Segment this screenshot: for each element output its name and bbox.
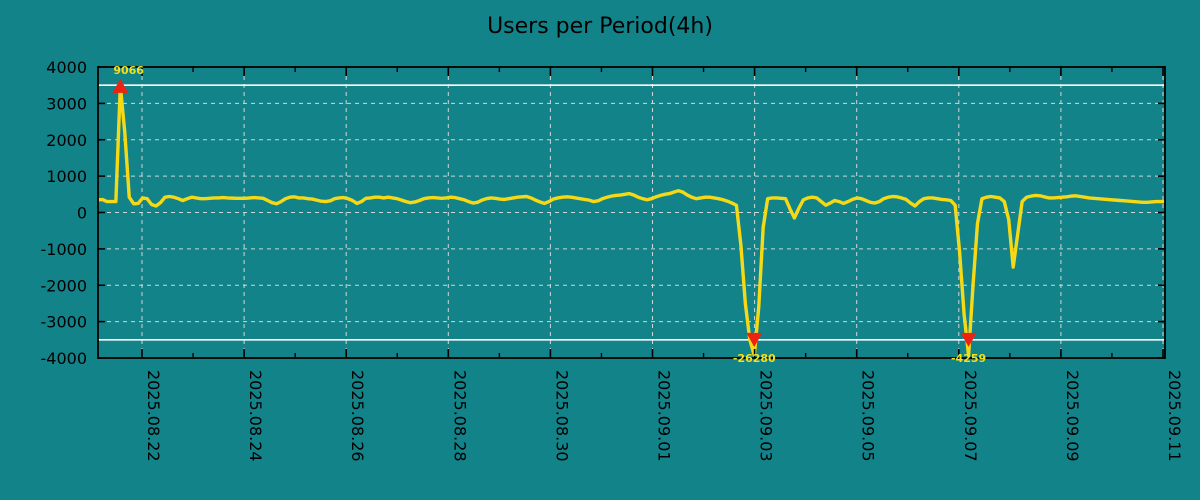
x-axis-tick-label: 2025.08.26 bbox=[348, 370, 367, 462]
x-axis-ticks-group: 2025.08.22 2025.08.24 2025.08.26 2025.08.28… bbox=[144, 370, 1184, 462]
x-axis-tick-label: 2025.09.11 bbox=[1165, 370, 1184, 462]
x-axis-tick-label: 2025.09.07 bbox=[961, 370, 980, 462]
x-axis-tick-label: 2025.08.24 bbox=[246, 370, 265, 462]
series-line bbox=[98, 84, 1165, 358]
annotation-marker bbox=[112, 78, 129, 93]
x-axis-tick-label: 2025.08.22 bbox=[144, 370, 163, 462]
y-axis-tick-label: 3000 bbox=[46, 94, 87, 113]
annotation-label: 9066 bbox=[113, 64, 144, 77]
y-axis-tick-label: 2000 bbox=[46, 131, 87, 150]
x-axis-tick-label: 2025.08.30 bbox=[552, 370, 571, 462]
x-axis-tick-label: 2025.09.03 bbox=[757, 370, 776, 462]
y-axis-tick-label: -1000 bbox=[41, 240, 88, 259]
threshold-lines-group bbox=[98, 84, 1165, 341]
y-axis-tick-label: 0 bbox=[77, 204, 87, 223]
y-axis-tick-label: -4000 bbox=[41, 349, 88, 368]
annotation-marker bbox=[746, 332, 763, 347]
annotation-label: -4259 bbox=[951, 352, 986, 365]
x-axis-tick-label: 2025.09.01 bbox=[655, 370, 674, 462]
x-axis-tick-label: 2025.09.09 bbox=[1063, 370, 1082, 462]
axis-frame-group bbox=[97, 66, 1166, 359]
y-axis-tick-label: -2000 bbox=[41, 276, 88, 295]
annotations-group: 9066 -26280 -4259 bbox=[112, 64, 986, 365]
y-axis-tick-label: 4000 bbox=[46, 58, 87, 77]
annotation-marker bbox=[960, 332, 977, 347]
x-axis-tick-label: 2025.09.05 bbox=[859, 370, 878, 462]
y-axis-ticks-group: 4000 3000 2000 1000 0 -1000 -2000 -3000 -4000 bbox=[41, 58, 88, 368]
chart-title: Users per Period(4h) bbox=[487, 14, 713, 39]
annotation-label: -26280 bbox=[733, 352, 776, 365]
data-series-group bbox=[98, 84, 1165, 358]
y-axis-tick-label: -3000 bbox=[41, 313, 88, 332]
x-axis-tick-label: 2025.08.28 bbox=[450, 370, 469, 462]
y-axis-tick-label: 1000 bbox=[46, 167, 87, 186]
